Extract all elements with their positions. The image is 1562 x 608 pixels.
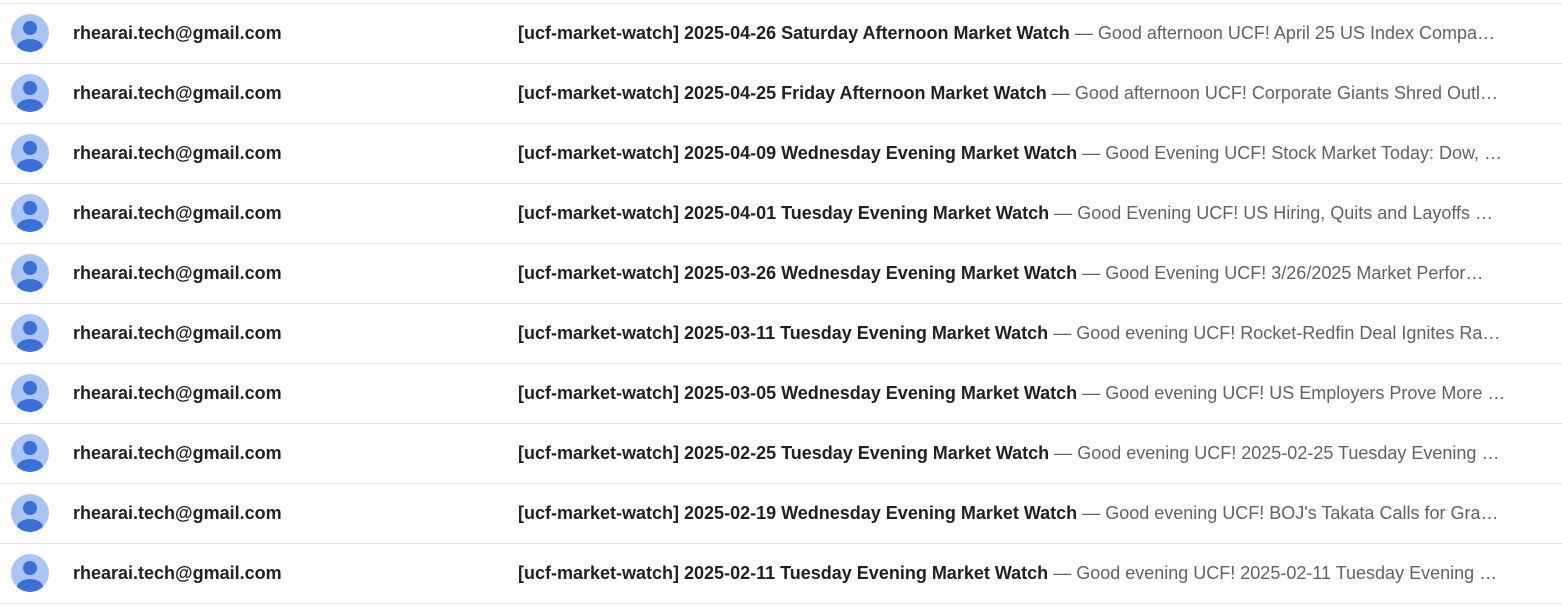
avatar [11,314,49,352]
email-content: [ucf-market-watch] 2025-03-11 Tuesday Ev… [518,304,1526,363]
email-content: [ucf-market-watch] 2025-04-26 Saturday A… [518,4,1526,63]
avatar [11,194,49,232]
email-snippet: Good evening UCF! 2025-02-25 Tuesday Eve… [1077,443,1500,463]
email-row[interactable]: rhearai.tech@gmail.com [ucf-market-watch… [0,183,1562,243]
person-icon [17,561,43,592]
person-icon [17,441,43,472]
email-content: [ucf-market-watch] 2025-03-05 Wednesday … [518,364,1526,423]
snippet-separator: — [1077,503,1106,523]
email-snippet: Good evening UCF! 2025-02-11 Tuesday Eve… [1076,563,1498,583]
email-snippet: Good evening UCF! Rocket-Redfin Deal Ign… [1076,323,1501,343]
person-icon [17,261,43,292]
email-row[interactable]: rhearai.tech@gmail.com [ucf-market-watch… [0,423,1562,483]
email-content: [ucf-market-watch] 2025-03-26 Wednesday … [518,244,1526,303]
email-row[interactable]: rhearai.tech@gmail.com [ucf-market-watch… [0,483,1562,543]
sender-name: rhearai.tech@gmail.com [73,563,282,583]
email-subject: [ucf-market-watch] 2025-04-01 Tuesday Ev… [518,203,1050,223]
email-snippet: Good afternoon UCF! Corporate Giants Shr… [1074,83,1499,103]
person-icon [17,201,43,232]
person-icon [17,21,43,52]
email-snippet: Good Evening UCF! 3/26/2025 Market Perfo… [1105,263,1484,283]
avatar [11,14,49,52]
email-snippet: Good evening UCF! US Employers Prove Mor… [1105,383,1506,403]
avatar [11,554,49,592]
email-row[interactable]: rhearai.tech@gmail.com [ucf-market-watch… [0,363,1562,423]
email-content: [ucf-market-watch] 2025-02-19 Wednesday … [518,484,1526,543]
snippet-separator: — [1069,23,1098,43]
avatar [11,254,49,292]
person-icon [17,501,43,532]
sender-name: rhearai.tech@gmail.com [73,143,282,163]
sender-name: rhearai.tech@gmail.com [73,383,282,403]
snippet-separator: — [1048,323,1077,343]
email-subject: [ucf-market-watch] 2025-03-11 Tuesday Ev… [518,323,1049,343]
email-subject: [ucf-market-watch] 2025-04-25 Friday Aft… [518,83,1047,103]
email-list: rhearai.tech@gmail.com [ucf-market-watch… [0,3,1562,604]
email-snippet: Good Evening UCF! US Hiring, Quits and L… [1077,203,1494,223]
sender-name: rhearai.tech@gmail.com [73,203,282,223]
email-subject: [ucf-market-watch] 2025-03-26 Wednesday … [518,263,1078,283]
email-snippet: Good evening UCF! BOJ's Takata Calls for… [1105,503,1499,523]
avatar [11,74,49,112]
snippet-separator: — [1048,563,1077,583]
email-content: [ucf-market-watch] 2025-04-01 Tuesday Ev… [518,184,1526,243]
snippet-separator: — [1077,263,1106,283]
sender-name: rhearai.tech@gmail.com [73,323,282,343]
email-row[interactable]: rhearai.tech@gmail.com [ucf-market-watch… [0,543,1562,604]
avatar [11,374,49,412]
email-subject: [ucf-market-watch] 2025-02-11 Tuesday Ev… [518,563,1049,583]
snippet-separator: — [1049,203,1078,223]
person-icon [17,321,43,352]
email-subject: [ucf-market-watch] 2025-03-05 Wednesday … [518,383,1078,403]
email-row[interactable]: rhearai.tech@gmail.com [ucf-market-watch… [0,3,1562,63]
snippet-separator: — [1049,443,1078,463]
email-subject: [ucf-market-watch] 2025-04-26 Saturday A… [518,23,1070,43]
email-subject: [ucf-market-watch] 2025-04-09 Wednesday … [518,143,1078,163]
email-row[interactable]: rhearai.tech@gmail.com [ucf-market-watch… [0,63,1562,123]
email-content: [ucf-market-watch] 2025-04-25 Friday Aft… [518,64,1526,123]
email-row[interactable]: rhearai.tech@gmail.com [ucf-market-watch… [0,303,1562,363]
person-icon [17,141,43,172]
avatar [11,134,49,172]
sender-name: rhearai.tech@gmail.com [73,83,282,103]
snippet-separator: — [1046,83,1075,103]
email-snippet: Good afternoon UCF! April 25 US Index Co… [1097,23,1496,43]
email-row[interactable]: rhearai.tech@gmail.com [ucf-market-watch… [0,243,1562,303]
email-snippet: Good Evening UCF! Stock Market Today: Do… [1105,143,1503,163]
email-subject: [ucf-market-watch] 2025-02-25 Tuesday Ev… [518,443,1050,463]
sender-name: rhearai.tech@gmail.com [73,443,282,463]
email-row[interactable]: rhearai.tech@gmail.com [ucf-market-watch… [0,123,1562,183]
email-content: [ucf-market-watch] 2025-02-25 Tuesday Ev… [518,424,1526,483]
email-content: [ucf-market-watch] 2025-04-09 Wednesday … [518,124,1526,183]
sender-name: rhearai.tech@gmail.com [73,263,282,283]
sender-name: rhearai.tech@gmail.com [73,503,282,523]
person-icon [17,81,43,112]
avatar [11,434,49,472]
snippet-separator: — [1077,383,1106,403]
person-icon [17,381,43,412]
sender-name: rhearai.tech@gmail.com [73,23,282,43]
snippet-separator: — [1077,143,1106,163]
email-subject: [ucf-market-watch] 2025-02-19 Wednesday … [518,503,1078,523]
email-content: [ucf-market-watch] 2025-02-11 Tuesday Ev… [518,544,1526,603]
avatar [11,494,49,532]
